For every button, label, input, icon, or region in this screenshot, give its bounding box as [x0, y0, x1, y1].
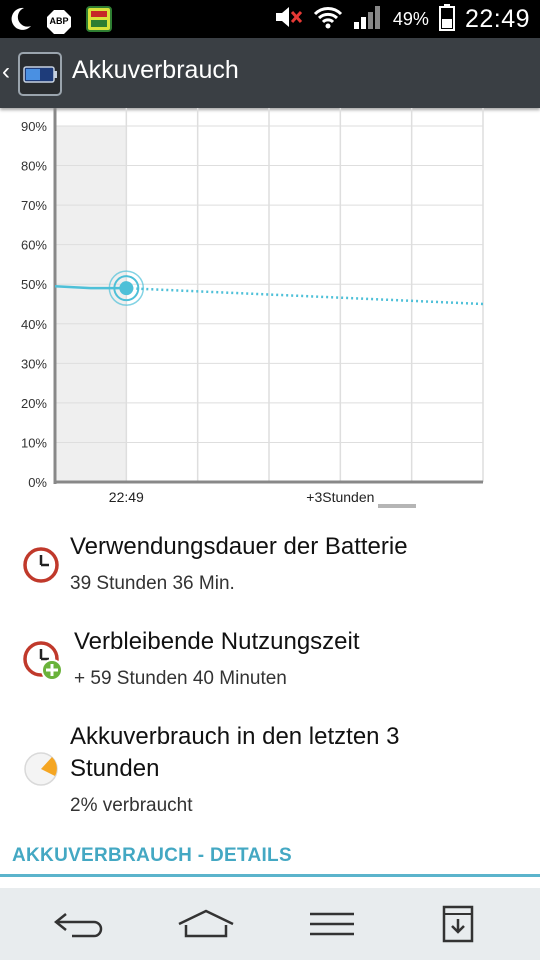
menu-icon[interactable]: [300, 900, 364, 948]
chart-y-tick-label: 40%: [21, 317, 47, 332]
navigation-bar: [0, 888, 540, 960]
status-bar-right: 49% 22:49: [273, 0, 530, 38]
page-title: Akkuverbrauch: [72, 56, 239, 84]
chart-current-point-ring-outer: [108, 270, 145, 306]
chart-y-tick-label: 80%: [21, 159, 47, 174]
stat-value: 39 Stunden 36 Min.: [70, 573, 235, 594]
chart-series-forecast: [126, 286, 484, 306]
action-bar: ‹ Akkuverbrauch: [0, 38, 540, 108]
status-clock: 22:49: [464, 4, 530, 33]
signal-icon: [353, 4, 383, 35]
adblock-label: ABP: [49, 15, 69, 26]
pie-chart-icon: [22, 750, 60, 788]
details-link[interactable]: AKKUVERBRAUCH - DETAILS: [12, 845, 292, 866]
battery-chart: 90% 80% 70% 60% 50% 40% 30% 20% 10% 0% 22:49 +3Stun…: [0, 108, 540, 518]
chevron-left-icon[interactable]: ‹: [2, 58, 10, 85]
chart-x-tick-label: 22:49: [109, 489, 144, 505]
wifi-icon: [313, 4, 343, 35]
clock-icon: [22, 546, 60, 584]
status-bar-left: ABP: [10, 6, 112, 37]
chart-current-point: [119, 281, 134, 296]
chart-current-point-ring: [113, 275, 140, 302]
stat-remaining-time: Verbleibende Nutzungszeit + 59 Stunden 4…: [0, 624, 540, 704]
chart-y-tick-label: 30%: [21, 356, 47, 371]
stat-value: 2% verbraucht: [70, 795, 193, 816]
clock-plus-icon: [22, 640, 64, 682]
chart-scroll-indicator: [378, 504, 416, 508]
stat-value: + 59 Stunden 40 Minuten: [74, 668, 287, 689]
chart-y-tick-label: 0%: [28, 475, 47, 490]
notification-tray-icon[interactable]: [426, 900, 490, 948]
chart-y-tick-label: 50%: [21, 277, 47, 292]
chart-y-tick-label: 70%: [21, 198, 47, 213]
app-notification-icon: [86, 6, 112, 37]
chart-y-tick-label: 20%: [21, 396, 47, 411]
chart-y-tick-label: 60%: [21, 238, 47, 253]
stat-usage-last-hours: Akkuverbrauch in den letzten 3 Stunden 2…: [0, 720, 540, 830]
chart-y-tick-label: 90%: [21, 119, 47, 134]
back-arrow-icon[interactable]: [48, 900, 112, 948]
chart-y-tick-label: 10%: [21, 435, 47, 450]
home-icon[interactable]: [174, 900, 238, 948]
stat-title-line2: Stunden: [70, 755, 160, 782]
adblock-icon: ABP: [46, 9, 72, 35]
battery-chart-svg: 90% 80% 70% 60% 50% 40% 30% 20% 10% 0% 22:49 +3Stun…: [21, 108, 484, 508]
chart-past-area: [55, 126, 127, 482]
stat-title-line1: Akkuverbrauch in den letzten 3: [70, 723, 400, 750]
details-divider: [0, 874, 540, 877]
stat-title: Verbleibende Nutzungszeit: [74, 628, 360, 655]
stat-title: Verwendungsdauer der Batterie: [70, 533, 408, 560]
battery-app-icon[interactable]: [18, 52, 62, 96]
mute-icon: [273, 4, 303, 35]
battery-percent: 49%: [392, 8, 429, 29]
stat-usage-duration: Verwendungsdauer der Batterie 39 Stunden…: [0, 528, 540, 608]
moon-icon: [10, 6, 32, 37]
chart-x-tick-label: +3Stunden: [306, 489, 374, 505]
battery-icon: [438, 3, 455, 36]
status-bar: ABP: [0, 0, 540, 38]
